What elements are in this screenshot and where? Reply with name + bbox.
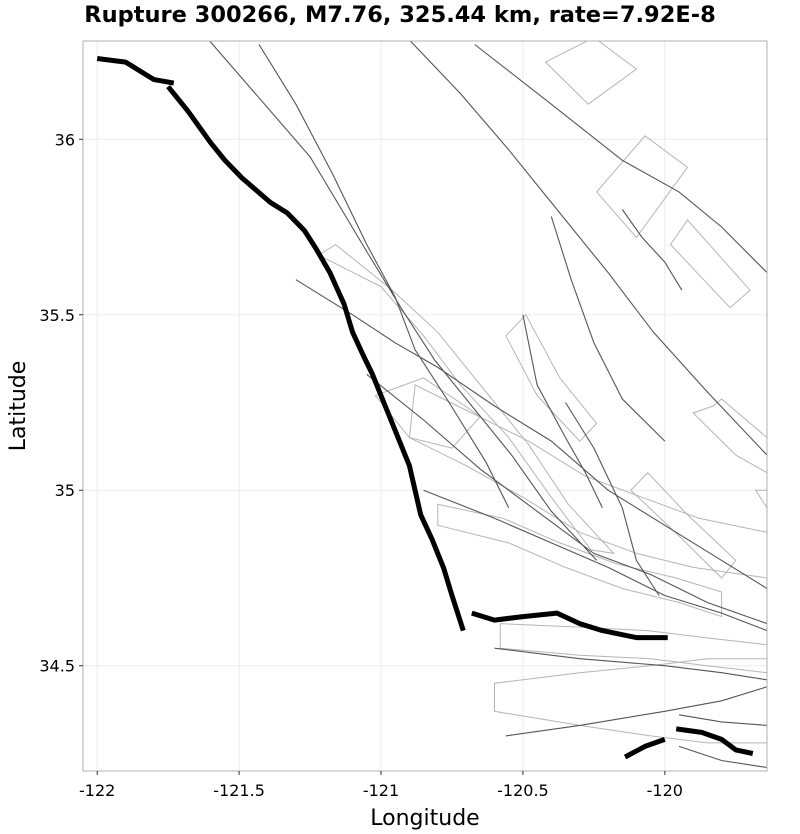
y-tick-label: 35.5 <box>39 306 75 325</box>
x-tick-label: -120 <box>647 781 683 800</box>
x-tick-label: -121.5 <box>213 781 265 800</box>
fault-surface <box>374 377 482 449</box>
fault-trace <box>423 489 767 632</box>
fault-surface <box>494 658 767 744</box>
y-tick-label: 35 <box>55 481 75 500</box>
rupture-section <box>471 610 668 641</box>
y-axis-label: Latitude <box>6 361 31 452</box>
fault-trace <box>505 686 767 737</box>
fault-trace <box>522 314 603 509</box>
fault-surface <box>544 41 638 105</box>
fault-surface <box>669 219 751 309</box>
fault-trace <box>494 647 767 681</box>
fault-surfaces <box>317 41 767 744</box>
plot-panel <box>83 41 767 771</box>
rupture-section <box>96 56 175 86</box>
fault-surface <box>596 135 689 239</box>
fault-trace <box>474 44 767 273</box>
fault-surface <box>692 398 767 474</box>
fault-traces <box>208 41 767 769</box>
fault-trace <box>409 41 767 456</box>
fault-trace <box>295 279 767 589</box>
fault-trace <box>621 209 683 291</box>
x-axis-ticks: -122 -121.5 -121 -120.5 -120 <box>79 771 683 800</box>
rupture-sections <box>96 56 754 760</box>
x-tick-label: -122 <box>79 781 115 800</box>
fault-surface <box>505 313 598 442</box>
fault-trace <box>550 216 666 442</box>
fault-trace <box>678 745 767 769</box>
x-axis-label: Longitude <box>370 806 479 831</box>
map-title: Rupture 300266, M7.76, 325.44 km, rate=7… <box>84 2 716 28</box>
x-tick-label: -121 <box>363 781 399 800</box>
fault-surface <box>317 243 616 555</box>
rupture-section <box>166 85 466 632</box>
fault-surface <box>499 623 767 674</box>
y-axis-ticks: 34.5 35 35.5 36 <box>39 130 83 676</box>
fault-surface <box>754 489 767 509</box>
fault-surface <box>630 471 737 579</box>
rupture-section <box>623 737 666 760</box>
rupture-section <box>675 726 754 756</box>
fault-trace <box>366 373 767 625</box>
y-tick-label: 34.5 <box>39 657 75 676</box>
fault-trace <box>678 714 767 726</box>
fault-trace <box>258 44 510 509</box>
fault-surface <box>437 503 723 618</box>
y-tick-label: 36 <box>55 130 75 149</box>
fault-trace <box>565 402 660 596</box>
fault-trace <box>208 41 598 561</box>
fault-surface <box>408 384 767 579</box>
x-tick-label: -120.5 <box>497 781 549 800</box>
panel-border <box>82 40 768 772</box>
